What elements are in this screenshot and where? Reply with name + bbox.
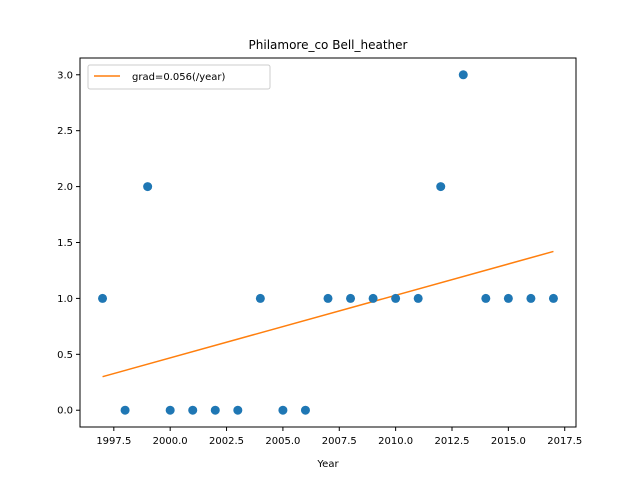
data-point — [165, 405, 175, 415]
x-tick-label: 2010.0 — [378, 436, 413, 447]
y-tick-label: 1.0 — [57, 294, 73, 305]
data-point — [278, 405, 288, 415]
x-tick-label: 2017.5 — [547, 436, 582, 447]
data-point — [98, 293, 108, 303]
y-tick-label: 0.5 — [57, 350, 73, 361]
y-tick-label: 2.0 — [57, 182, 73, 193]
data-point — [188, 405, 198, 415]
data-point — [255, 293, 265, 303]
y-tick-label: 0.0 — [57, 406, 73, 417]
chart-title: Philamore_co Bell_heather — [249, 38, 408, 52]
data-point — [346, 293, 356, 303]
data-point — [391, 293, 401, 303]
x-axis-title: Year — [316, 459, 339, 470]
x-tick-label: 2000.0 — [153, 436, 188, 447]
plot-layer — [98, 70, 558, 415]
data-point — [300, 405, 310, 415]
y-tick-label: 3.0 — [57, 70, 73, 81]
data-point — [481, 293, 491, 303]
x-tick-label: 2012.5 — [435, 436, 470, 447]
trend-line — [102, 250, 554, 378]
data-point — [210, 405, 220, 415]
x-tick-label: 2002.5 — [209, 436, 244, 447]
data-point — [526, 293, 536, 303]
data-point — [503, 293, 513, 303]
data-point — [368, 293, 378, 303]
data-point — [458, 70, 468, 80]
x-tick-label: 2005.0 — [265, 436, 300, 447]
legend: grad=0.056(/year) — [87, 64, 271, 90]
data-point — [233, 405, 243, 415]
y-tick-label: 1.5 — [57, 238, 73, 249]
x-tick-label: 1997.5 — [96, 436, 131, 447]
x-tick-label: 2007.5 — [322, 436, 357, 447]
data-point — [323, 293, 333, 303]
y-tick-label: 2.5 — [57, 126, 73, 137]
data-point — [548, 293, 558, 303]
legend-box — [87, 64, 271, 90]
legend-label-trend: grad=0.056(/year) — [132, 72, 226, 83]
data-point — [413, 293, 423, 303]
data-point — [436, 182, 446, 192]
plot-frame — [79, 57, 577, 428]
x-tick-label: 2015.0 — [491, 436, 526, 447]
data-point — [143, 182, 153, 192]
axes-layer: 1997.5 2000.0 2002.5 2005.0 2007.5 2010.0 2012… — [57, 70, 582, 447]
data-point — [120, 405, 130, 415]
